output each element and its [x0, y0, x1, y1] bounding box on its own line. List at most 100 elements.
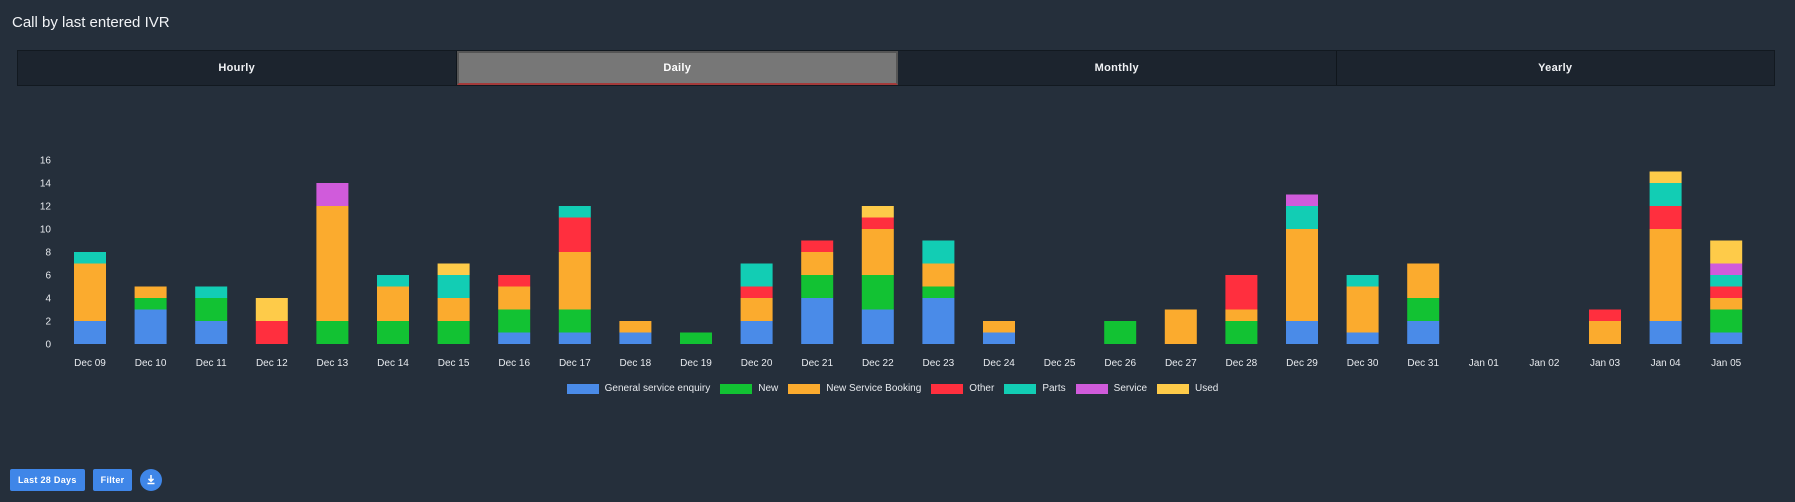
legend-item[interactable]: Parts: [1004, 383, 1066, 394]
bar-segment[interactable]: [195, 321, 228, 344]
legend-item[interactable]: Used: [1157, 383, 1218, 394]
bar-segment[interactable]: [1710, 298, 1743, 310]
bar-segment[interactable]: [1589, 309, 1621, 322]
bar-segment[interactable]: [861, 275, 894, 310]
bar-segment[interactable]: [437, 298, 470, 321]
bar-segment[interactable]: [255, 298, 288, 321]
bar-segment[interactable]: [558, 332, 591, 345]
bar-segment[interactable]: [983, 332, 1015, 345]
bar-segment[interactable]: [1649, 171, 1682, 184]
bar-segment[interactable]: [134, 286, 167, 299]
bar-segment[interactable]: [1346, 286, 1379, 333]
bar-segment[interactable]: [1407, 321, 1440, 344]
bar-segment[interactable]: [498, 275, 531, 287]
bar-segment[interactable]: [680, 332, 712, 345]
filter-button[interactable]: Filter: [92, 469, 133, 491]
legend-swatch: [931, 383, 964, 394]
x-tick-label: Dec 24: [983, 358, 1015, 369]
bar-segment[interactable]: [1407, 298, 1440, 321]
bar-segment[interactable]: [801, 298, 834, 344]
bar-segment[interactable]: [740, 298, 773, 321]
tab-yearly[interactable]: Yearly: [1336, 51, 1774, 85]
bar-segment[interactable]: [377, 286, 409, 322]
bar-segment[interactable]: [558, 252, 591, 310]
bar-segment[interactable]: [316, 183, 349, 206]
bar-segment[interactable]: [1710, 275, 1743, 287]
bar-segment[interactable]: [861, 309, 894, 345]
bar-segment[interactable]: [801, 275, 834, 298]
bar-segment[interactable]: [740, 263, 773, 287]
bar-segment[interactable]: [255, 321, 288, 344]
bar-segment[interactable]: [861, 229, 894, 275]
tab-hourly[interactable]: Hourly: [18, 51, 457, 85]
chart-legend: General service enquiry New New Service Bo…: [0, 383, 1795, 394]
bar-segment[interactable]: [740, 321, 773, 344]
bar-segment[interactable]: [1649, 321, 1682, 344]
bar-segment[interactable]: [1225, 275, 1258, 310]
bar-segment[interactable]: [437, 321, 470, 344]
bar-segment[interactable]: [1346, 275, 1379, 287]
bar-segment[interactable]: [861, 217, 894, 230]
bar-segment[interactable]: [558, 309, 591, 333]
bar-segment[interactable]: [619, 332, 652, 345]
bar-segment[interactable]: [1104, 321, 1137, 344]
bar-segment[interactable]: [498, 309, 531, 333]
bar-segment[interactable]: [377, 275, 409, 287]
bar-segment[interactable]: [1710, 286, 1743, 299]
bar-segment[interactable]: [861, 206, 894, 218]
bar-segment[interactable]: [922, 298, 955, 344]
bar-segment[interactable]: [558, 206, 591, 218]
bar-segment[interactable]: [1649, 183, 1682, 206]
tab-monthly[interactable]: Monthly: [898, 51, 1337, 85]
bar-segment[interactable]: [74, 263, 106, 322]
bar-segment[interactable]: [1710, 309, 1743, 333]
bar-segment[interactable]: [1649, 229, 1682, 321]
bar-segment[interactable]: [1407, 263, 1440, 299]
bar-segment[interactable]: [437, 263, 470, 276]
bar-segment[interactable]: [1164, 309, 1197, 345]
bar-segment[interactable]: [195, 298, 228, 321]
bar-segment[interactable]: [922, 286, 955, 299]
legend-label: Other: [969, 383, 995, 394]
bar-segment[interactable]: [801, 240, 834, 253]
legend-item[interactable]: General service enquiry: [566, 383, 710, 394]
bar-segment[interactable]: [1710, 240, 1743, 264]
bar-segment[interactable]: [1710, 263, 1743, 276]
tab-daily[interactable]: Daily: [456, 51, 898, 85]
date-range-button[interactable]: Last 28 Days: [10, 469, 85, 491]
bar-segment[interactable]: [316, 321, 349, 344]
bar-segment[interactable]: [316, 206, 349, 321]
bar-segment[interactable]: [74, 321, 106, 344]
bar-segment[interactable]: [1710, 332, 1743, 345]
bar-segment[interactable]: [1225, 309, 1258, 322]
bar-segment[interactable]: [1649, 206, 1682, 229]
bar-segment[interactable]: [1589, 321, 1621, 344]
bar-segment[interactable]: [437, 275, 470, 298]
bar-segment[interactable]: [1286, 194, 1318, 207]
download-button[interactable]: [140, 469, 163, 491]
bar-segment[interactable]: [1286, 229, 1318, 321]
legend-item[interactable]: Service: [1075, 383, 1147, 394]
bar-segment[interactable]: [498, 286, 531, 310]
bar-segment[interactable]: [1286, 206, 1318, 229]
bar-segment[interactable]: [1225, 321, 1258, 344]
legend-label: Parts: [1042, 383, 1066, 394]
bar-segment[interactable]: [558, 217, 591, 253]
bar-segment[interactable]: [1346, 332, 1379, 345]
bar-segment[interactable]: [134, 309, 167, 345]
bar-segment[interactable]: [1286, 321, 1318, 344]
bar-segment[interactable]: [377, 321, 409, 344]
bar-segment[interactable]: [740, 286, 773, 299]
bar-segment[interactable]: [922, 240, 955, 264]
bar-segment[interactable]: [195, 286, 228, 299]
legend-item[interactable]: New Service Booking: [788, 383, 921, 394]
legend-item[interactable]: Other: [931, 383, 994, 394]
bar-segment[interactable]: [619, 321, 652, 333]
bar-segment[interactable]: [922, 263, 955, 287]
bar-segment[interactable]: [74, 252, 106, 264]
bar-segment[interactable]: [134, 298, 167, 310]
bar-segment[interactable]: [801, 252, 834, 275]
bar-segment[interactable]: [498, 332, 531, 345]
legend-item[interactable]: New: [720, 383, 778, 394]
bar-segment[interactable]: [983, 321, 1015, 333]
